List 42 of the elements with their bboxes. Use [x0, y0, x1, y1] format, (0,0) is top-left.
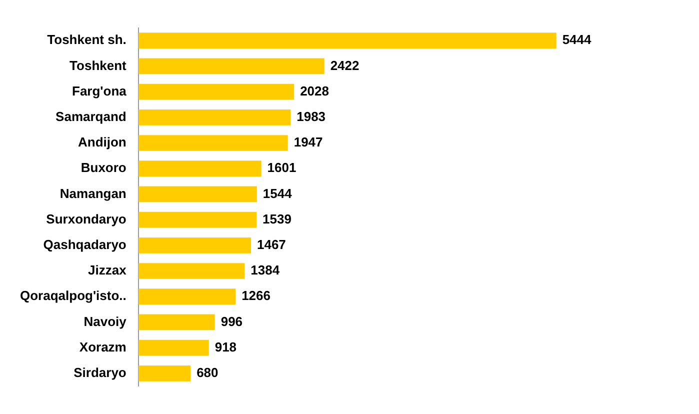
bar: [138, 237, 251, 254]
y-tick-label: Jizzax: [88, 262, 128, 278]
y-tick-label: Sirdaryo: [74, 364, 126, 380]
y-tick-label: Qoraqalpog'isto..: [20, 288, 126, 304]
data-label: 1467: [256, 236, 286, 252]
data-label: 2028: [300, 83, 329, 98]
y-tick-label: Navoiy: [84, 314, 128, 329]
y-tick-label: Andijon: [78, 134, 126, 150]
bar: [138, 109, 291, 126]
data-label: 5444: [562, 32, 592, 48]
bar: [138, 58, 324, 74]
bar: [138, 314, 215, 330]
data-label: 1983: [296, 108, 326, 124]
data-label: 1544: [262, 186, 293, 201]
bar: [138, 135, 288, 151]
data-label: 996: [220, 314, 243, 329]
bar: [138, 365, 191, 382]
data-label: 1539: [262, 211, 292, 226]
bar: [138, 212, 257, 228]
bar: [138, 288, 236, 305]
y-tick-label: Toshkent sh.: [47, 32, 126, 48]
bar: [138, 186, 257, 202]
y-tick-label: Farg'ona: [72, 83, 128, 98]
y-tick-label: Qashqadaryo: [43, 236, 126, 252]
y-tick-label: Toshkent: [70, 58, 128, 73]
data-label: 1266: [242, 288, 270, 304]
y-tick-label: Samarqand: [56, 108, 126, 124]
data-label: 2422: [330, 58, 360, 73]
data-label: 680: [196, 364, 218, 380]
data-label: 1601: [267, 160, 296, 176]
bar: [138, 263, 245, 279]
bar: [138, 84, 294, 100]
y-tick-label: Xorazm: [79, 339, 126, 354]
bar: [138, 340, 209, 356]
y-tick-label: Surxondaryo: [46, 211, 126, 226]
data-label: 918: [214, 339, 237, 354]
bar: [138, 160, 262, 177]
bar: [138, 32, 556, 49]
y-tick-label: Buxoro: [80, 160, 126, 176]
data-label: 1947: [294, 134, 323, 150]
y-tick-label: Namangan: [60, 186, 126, 201]
data-label: 1384: [250, 262, 280, 278]
